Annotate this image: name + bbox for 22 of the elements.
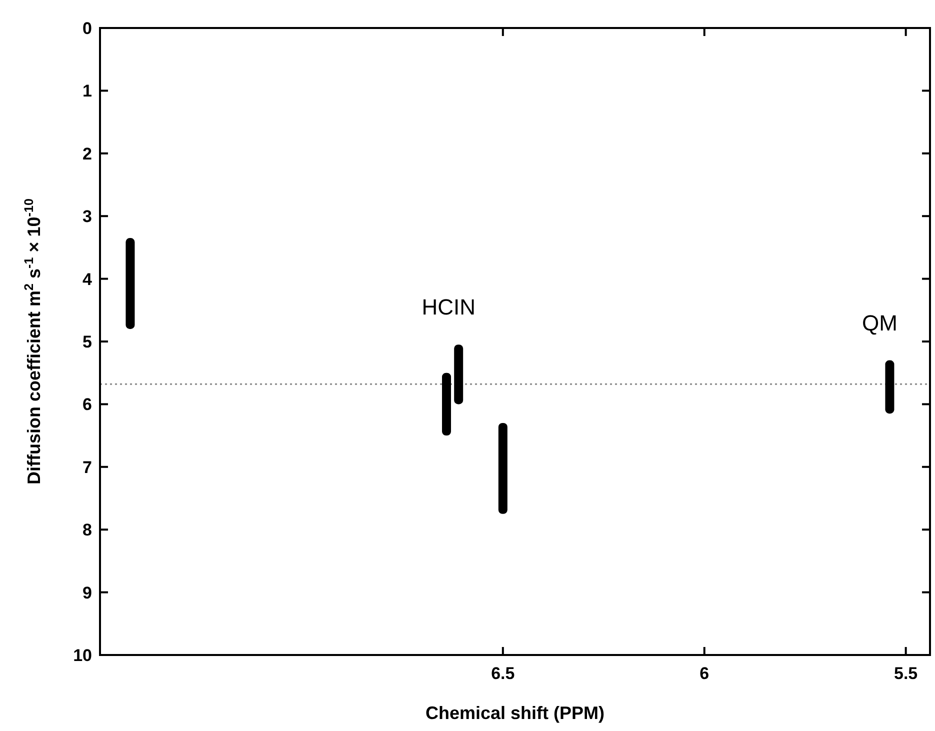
x-tick-label: 6 <box>700 664 710 683</box>
annotation: HCIN <box>422 294 476 320</box>
bar <box>885 360 894 414</box>
y-tick-label: 9 <box>82 583 92 602</box>
x-tick-label: 5.5 <box>894 664 918 683</box>
bar <box>498 423 508 514</box>
x-tick-label: 6.5 <box>491 664 515 683</box>
y-tick-label: 6 <box>82 395 92 414</box>
x-axis-title: Chemical shift (PPM) <box>425 703 605 723</box>
y-tick-label: 2 <box>82 144 92 164</box>
bar <box>126 238 135 329</box>
y-tick-label: 4 <box>82 270 93 289</box>
y-tick-label: 3 <box>82 207 92 226</box>
bar <box>454 344 464 404</box>
annotation: QM <box>862 310 898 336</box>
y-tick-label: 8 <box>82 520 92 540</box>
y-tick-label: 10 <box>73 646 92 665</box>
y-tick-label: 5 <box>82 332 92 352</box>
y-tick-label: 1 <box>82 82 92 101</box>
y-tick-label: 7 <box>82 458 92 477</box>
y-tick-label: 0 <box>82 18 92 38</box>
bar <box>442 372 452 436</box>
